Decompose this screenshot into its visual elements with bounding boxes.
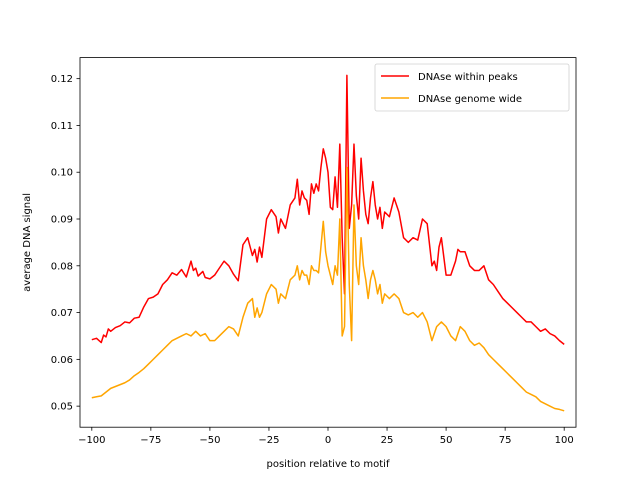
- y-tick-label: 0.07: [51, 308, 73, 319]
- legend: DNAse within peaks DNAse genome wide: [374, 63, 570, 112]
- y-tick-label: 0.05: [51, 402, 73, 413]
- x-tick-label: 25: [381, 435, 394, 446]
- series-line-within-peaks: [91, 74, 565, 345]
- x-tick-label: −100: [78, 435, 105, 446]
- y-axis-label: average DNA signal: [22, 193, 33, 292]
- legend-label-within-peaks: DNAse within peaks: [418, 72, 518, 83]
- legend-box: [374, 63, 570, 112]
- x-tick-label: −75: [140, 435, 161, 446]
- x-tick-label: −25: [258, 435, 279, 446]
- x-tick-label: 50: [440, 435, 453, 446]
- x-tick-label: 75: [499, 435, 512, 446]
- x-axis-label: position relative to motif: [267, 459, 390, 470]
- x-axis: −100 −75 −50 −25 0 25 50 75 100: [78, 427, 574, 446]
- series-layer: [91, 74, 565, 412]
- y-tick-label: 0.10: [51, 168, 73, 179]
- y-tick-label: 0.06: [51, 355, 73, 366]
- x-tick-label: −50: [199, 435, 220, 446]
- y-tick-label: 0.09: [51, 215, 73, 226]
- y-tick-label: 0.08: [51, 261, 73, 272]
- y-axis: 0.05 0.06 0.07 0.08 0.09 0.10 0.11 0.12: [51, 74, 80, 413]
- legend-label-genome-wide: DNAse genome wide: [418, 94, 522, 105]
- y-tick-label: 0.11: [51, 121, 73, 132]
- x-tick-label: 100: [555, 435, 574, 446]
- series-line-genome-wide: [91, 166, 565, 412]
- y-tick-label: 0.12: [51, 74, 73, 85]
- x-tick-label: 0: [325, 435, 331, 446]
